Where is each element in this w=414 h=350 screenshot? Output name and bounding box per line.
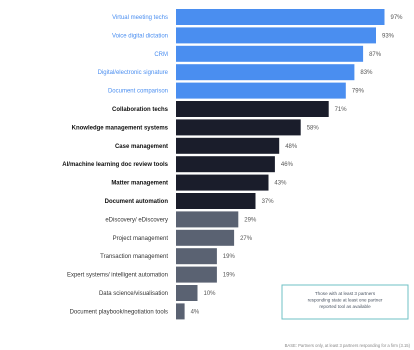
value-label: 29% (244, 217, 257, 223)
bar (176, 229, 235, 246)
bars-layer (176, 9, 385, 320)
category-label: CRM (154, 52, 168, 58)
value-label: 37% (262, 199, 275, 205)
value-label: 87% (369, 52, 382, 58)
category-label: Data science/visualisation (99, 291, 168, 297)
category-labels-layer: Virtual meeting techs Voice digital dicta… (62, 15, 168, 315)
value-labels-layer: 97% 93% 87% 83% 79% 71% 58% 48% 46% 43% 37% 29% 27% 1… (191, 15, 404, 315)
bar (176, 45, 364, 62)
bar (176, 266, 217, 283)
bar (176, 64, 355, 81)
value-label: 27% (240, 236, 253, 242)
category-label: Expert systems/ intelligent automation (67, 273, 168, 279)
bar (176, 248, 217, 265)
category-label: Transaction management (100, 254, 168, 260)
bar (176, 211, 239, 228)
value-label: 19% (223, 273, 236, 279)
bar (176, 174, 269, 191)
value-label: 58% (307, 125, 320, 131)
bar (176, 82, 346, 99)
category-label: Digital/electronic signature (98, 70, 169, 76)
bar (176, 193, 256, 209)
category-label: Document playbook/negotiation tools (70, 309, 168, 315)
value-label: 43% (274, 181, 287, 187)
bar (176, 303, 185, 320)
category-label: AI/machine learning doc review tools (62, 162, 168, 168)
category-label: Collaboration techs (112, 107, 169, 113)
category-label: Case management (115, 144, 168, 150)
category-label: Project management (113, 236, 169, 242)
category-label: Voice digital dictation (112, 33, 168, 39)
bar (176, 285, 198, 301)
bar (176, 9, 385, 25)
value-label: 19% (223, 254, 236, 260)
bar (176, 119, 301, 136)
category-label: Document comparison (108, 89, 168, 95)
bar (176, 156, 275, 173)
value-label: 93% (382, 33, 395, 39)
value-label: 46% (281, 162, 294, 168)
category-label: Knowledge management systems (72, 125, 169, 131)
value-label: 10% (204, 291, 217, 297)
note-text: Those with at least 3 partners responding… (308, 291, 383, 309)
bar (176, 101, 329, 117)
value-label: 97% (391, 15, 404, 21)
category-label: Document automation (105, 199, 169, 205)
note-box: Those with at least 3 partners responding… (281, 284, 409, 320)
bar (176, 137, 280, 154)
value-label: 79% (352, 89, 365, 95)
value-label: 71% (335, 107, 348, 113)
category-label: eDiscovery/ eDiscovery (105, 217, 168, 223)
value-label: 48% (285, 144, 298, 150)
category-label: Virtual meeting techs (112, 15, 168, 21)
bar (176, 27, 376, 44)
category-label: Matter management (111, 181, 168, 187)
value-label: 83% (360, 70, 373, 76)
footnote: BASE: Partners only, at least 3 partners… (285, 343, 411, 348)
value-label: 4% (191, 309, 200, 315)
